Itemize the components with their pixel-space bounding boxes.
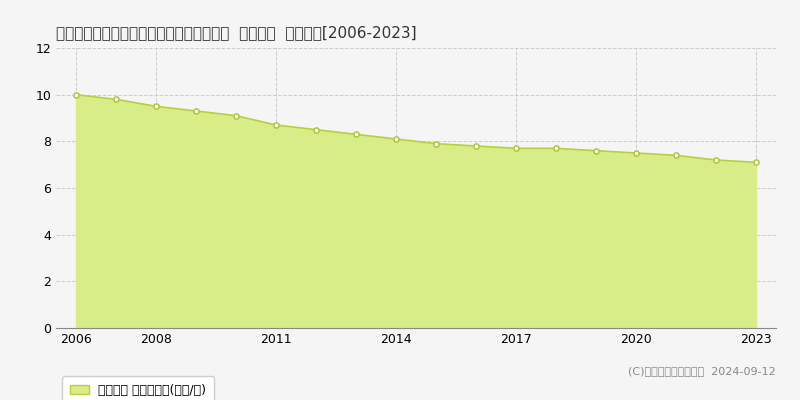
Point — [310, 126, 322, 133]
Point — [270, 122, 282, 128]
Point — [430, 140, 442, 147]
Point — [590, 148, 602, 154]
Point — [150, 103, 162, 110]
Text: (C)土地価格ドットコム  2024-09-12: (C)土地価格ドットコム 2024-09-12 — [628, 366, 776, 376]
Point — [190, 108, 202, 114]
Point — [550, 145, 562, 152]
Point — [350, 131, 362, 138]
Point — [510, 145, 522, 152]
Point — [710, 157, 722, 163]
Point — [230, 112, 242, 119]
Point — [110, 96, 122, 102]
Legend: 地価公示 平均坪単価(万円/坪): 地価公示 平均坪単価(万円/坪) — [62, 376, 214, 400]
Point — [470, 143, 482, 149]
Text: 島根県隠岐郡隠岐の島町有木月無４番７外  地価公示  地価推移[2006-2023]: 島根県隠岐郡隠岐の島町有木月無４番７外 地価公示 地価推移[2006-2023] — [56, 25, 417, 40]
Point — [70, 92, 82, 98]
Point — [750, 159, 762, 166]
Point — [670, 152, 682, 158]
Point — [630, 150, 642, 156]
Point — [390, 136, 402, 142]
